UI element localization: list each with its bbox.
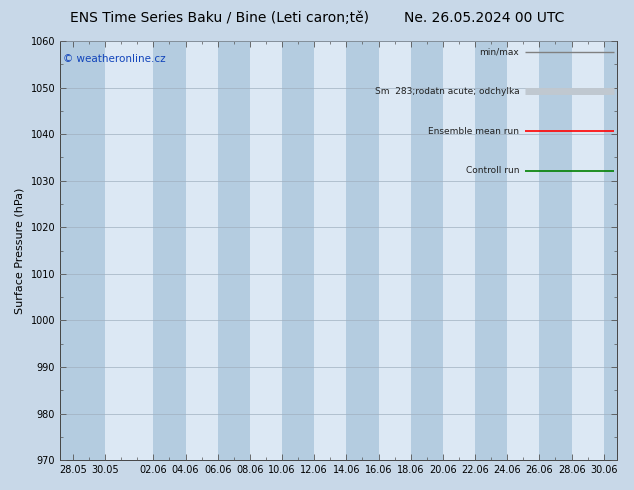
- Bar: [186, 41, 217, 460]
- Bar: [73, 41, 105, 460]
- Text: ENS Time Series Baku / Bine (Leti caron;tě)        Ne. 26.05.2024 00 UTC: ENS Time Series Baku / Bine (Leti caron;…: [70, 11, 564, 25]
- Text: min/max: min/max: [479, 47, 519, 56]
- Y-axis label: Surface Pressure (hPa): Surface Pressure (hPa): [15, 187, 25, 314]
- Bar: [314, 41, 346, 460]
- Bar: [507, 41, 540, 460]
- Bar: [250, 41, 282, 460]
- Text: Sm  283;rodatn acute; odchylka: Sm 283;rodatn acute; odchylka: [375, 87, 519, 96]
- Text: Controll run: Controll run: [466, 167, 519, 175]
- Bar: [282, 41, 314, 460]
- Bar: [604, 41, 617, 460]
- Bar: [217, 41, 250, 460]
- Bar: [105, 41, 153, 460]
- Bar: [346, 41, 378, 460]
- Text: Ensemble mean run: Ensemble mean run: [428, 126, 519, 136]
- Bar: [60, 41, 73, 460]
- Bar: [411, 41, 443, 460]
- Bar: [475, 41, 507, 460]
- Bar: [540, 41, 572, 460]
- Text: © weatheronline.cz: © weatheronline.cz: [63, 53, 165, 64]
- Bar: [153, 41, 186, 460]
- Bar: [572, 41, 604, 460]
- Bar: [443, 41, 475, 460]
- Bar: [378, 41, 411, 460]
